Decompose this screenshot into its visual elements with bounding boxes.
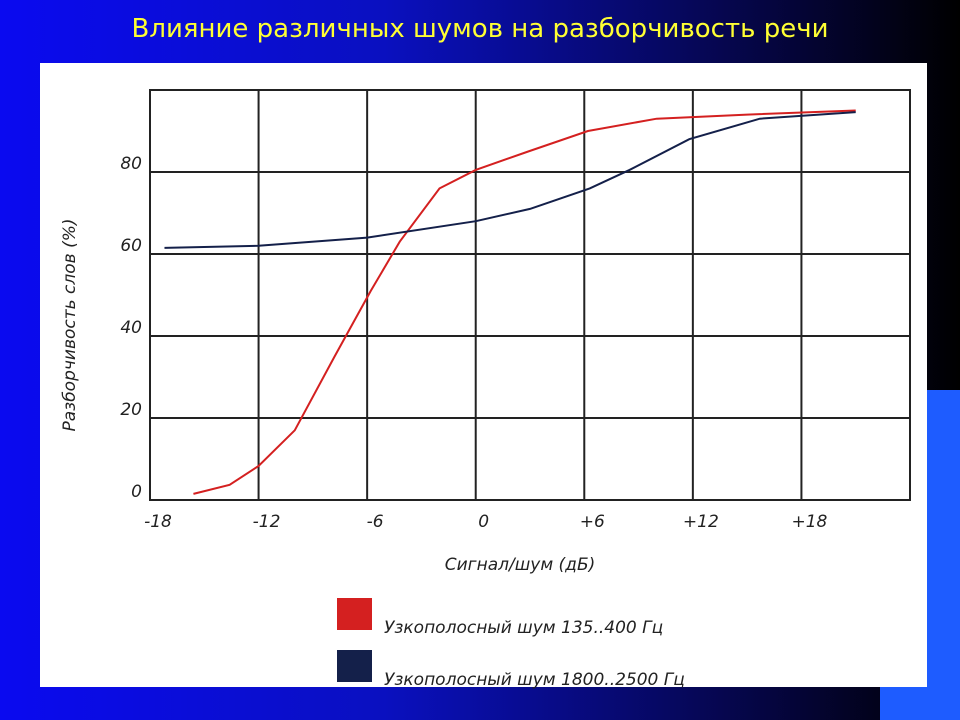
x-axis-title: Сигнал/шум (дБ)	[445, 555, 596, 575]
y-tick-label: 40	[120, 318, 142, 338]
y-tick-label: 0	[131, 482, 142, 502]
x-tick-label: 0	[478, 512, 489, 532]
x-tick-label: -18	[144, 512, 172, 532]
legend-label: Узкополосный шум 1800..2500 Гц	[384, 670, 685, 690]
x-tick-label: +6	[580, 512, 605, 532]
legend-swatch	[337, 650, 372, 682]
y-tick-label: 80	[120, 154, 142, 174]
slide-title: Влияние различных шумов на разборчивость…	[131, 14, 829, 44]
x-tick-label: -12	[253, 512, 281, 532]
y-tick-label: 60	[120, 236, 142, 256]
series-line	[164, 111, 856, 249]
legend-label: Узкополосный шум 135..400 Гц	[384, 618, 663, 638]
chart-panel	[40, 63, 927, 687]
legend-swatch	[337, 598, 372, 630]
series-line	[193, 109, 856, 495]
x-tick-label: +12	[683, 512, 719, 532]
x-tick-label: -6	[367, 512, 384, 532]
y-tick-label: 20	[120, 400, 142, 420]
y-axis-title: Разборчивость слов (%)	[60, 218, 80, 431]
x-tick-label: +18	[791, 512, 827, 532]
